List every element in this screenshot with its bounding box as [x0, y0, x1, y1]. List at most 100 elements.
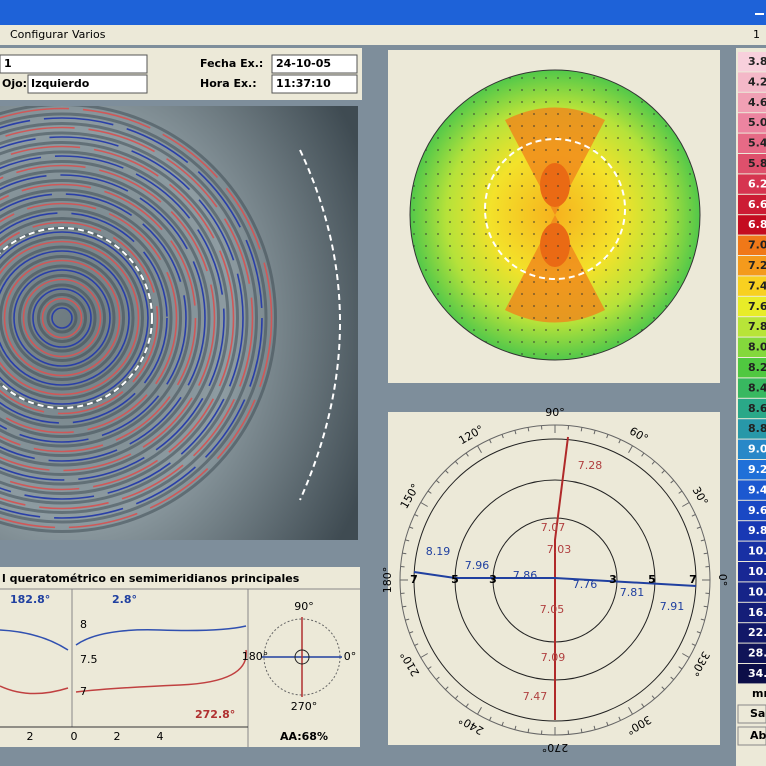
radius-value: 7.76	[573, 578, 598, 591]
label: Ojo:	[2, 77, 27, 90]
scale-swatch	[738, 52, 766, 72]
scale-label: 8.4	[748, 381, 766, 394]
field	[27, 74, 148, 94]
ring	[0, 145, 235, 491]
scale-label: 8.6	[748, 402, 766, 415]
scale-swatch	[738, 398, 766, 419]
profile-labels: 182.8° 2.8° 272.8° 8 7.5 7 2 0 2 4 90° 0° 270° 180° AA…	[10, 593, 356, 743]
ring-dark	[0, 188, 192, 448]
degree-tick	[405, 539, 410, 542]
angle-label: 270°	[542, 741, 569, 754]
ring	[22, 278, 102, 358]
degree-tick	[514, 430, 517, 435]
scale-swatch	[738, 439, 766, 459]
degree-tick	[696, 526, 701, 529]
degree-tick	[606, 721, 609, 726]
unit-label: mm	[752, 687, 766, 700]
degree-tick	[678, 490, 683, 494]
scale-swatch	[738, 623, 766, 643]
pupil-outline	[0, 227, 153, 409]
degree-tick	[661, 686, 665, 690]
scale-label: 6.6	[748, 198, 766, 211]
degree-tick	[703, 552, 708, 555]
degree-tick	[501, 721, 504, 726]
label: Hora Ex.:	[200, 77, 257, 90]
scale-label: 10.5	[748, 585, 766, 598]
patient-id: 1	[4, 57, 12, 70]
radius-value: 7.91	[660, 600, 685, 613]
y-tick-label: 7.5	[80, 653, 98, 666]
degree-tick	[414, 514, 419, 517]
degree-tick	[670, 479, 675, 484]
scale-swatch	[738, 582, 766, 602]
degree-tick	[580, 728, 583, 733]
degree-tick	[593, 430, 596, 435]
ring-dark	[27, 283, 97, 353]
degree-tick	[527, 728, 530, 733]
menu-item[interactable]: Configurar	[10, 28, 69, 41]
degree-tick	[606, 434, 609, 439]
placido-rings	[0, 106, 341, 533]
scale-swatch	[738, 643, 766, 663]
scale-label: 8.8	[748, 422, 766, 435]
title-bar	[0, 0, 766, 25]
button[interactable]	[737, 726, 766, 746]
ring	[41, 297, 83, 339]
ring-dark	[37, 293, 87, 343]
vertical-meridian	[554, 436, 569, 720]
eye-value: Izquierdo	[31, 77, 90, 90]
label: Fecha Ex.:	[200, 57, 263, 70]
scale-label: 5.4	[748, 137, 766, 150]
degree-tick	[477, 707, 482, 715]
degree-tick	[661, 470, 665, 474]
degree-tick	[445, 686, 449, 690]
ring-dark	[0, 169, 211, 467]
ring-dark	[0, 255, 125, 381]
map-border	[409, 69, 701, 361]
menu-item[interactable]: 1	[753, 28, 760, 41]
degree-tick	[628, 707, 633, 715]
radius-value: 7.07	[541, 521, 566, 534]
scale-label: 9.8	[748, 524, 766, 537]
degree-tick	[477, 445, 482, 453]
limbus-outline	[299, 149, 341, 501]
meridian-label: 2.8°	[112, 593, 137, 606]
ring	[0, 136, 244, 500]
menu-item[interactable]: Varios	[72, 28, 106, 41]
degree-tick	[703, 605, 708, 608]
ring	[0, 155, 225, 481]
ring	[0, 221, 159, 415]
button[interactable]	[737, 704, 766, 724]
button-label[interactable]: Ab	[750, 729, 766, 742]
scale-swatch	[738, 664, 766, 684]
scale-label: 5.0	[748, 116, 766, 129]
ring	[0, 193, 187, 443]
y-tick-label: 8	[80, 618, 87, 631]
ring-dark	[0, 150, 230, 486]
scale-label: 9.6	[748, 504, 766, 517]
scale-label: 10.0	[748, 545, 766, 558]
ring-dark	[0, 207, 173, 429]
degree-tick	[670, 676, 675, 681]
degree-tick	[514, 725, 517, 730]
ring	[413, 438, 697, 722]
degree-tick	[402, 552, 407, 555]
scale-swatch	[738, 113, 766, 133]
radius-value: 7.03	[547, 543, 572, 556]
degree-tick	[651, 460, 656, 465]
degree-tick	[641, 452, 645, 457]
profile-curve	[75, 649, 247, 693]
ring-dark	[8, 264, 116, 372]
ring	[0, 126, 254, 510]
ring-dark	[0, 131, 249, 505]
scale-label: 9.2	[748, 463, 766, 476]
degree-tick	[409, 526, 414, 529]
scale-swatch	[738, 235, 766, 255]
date-value: 24-10-05	[276, 57, 331, 70]
button-label[interactable]: Sa	[750, 707, 765, 720]
degree-tick	[465, 703, 469, 708]
ring-dark	[0, 245, 135, 391]
degree-tick	[641, 703, 645, 708]
degree-tick	[682, 653, 690, 658]
scale-label: 7.2	[748, 259, 766, 272]
